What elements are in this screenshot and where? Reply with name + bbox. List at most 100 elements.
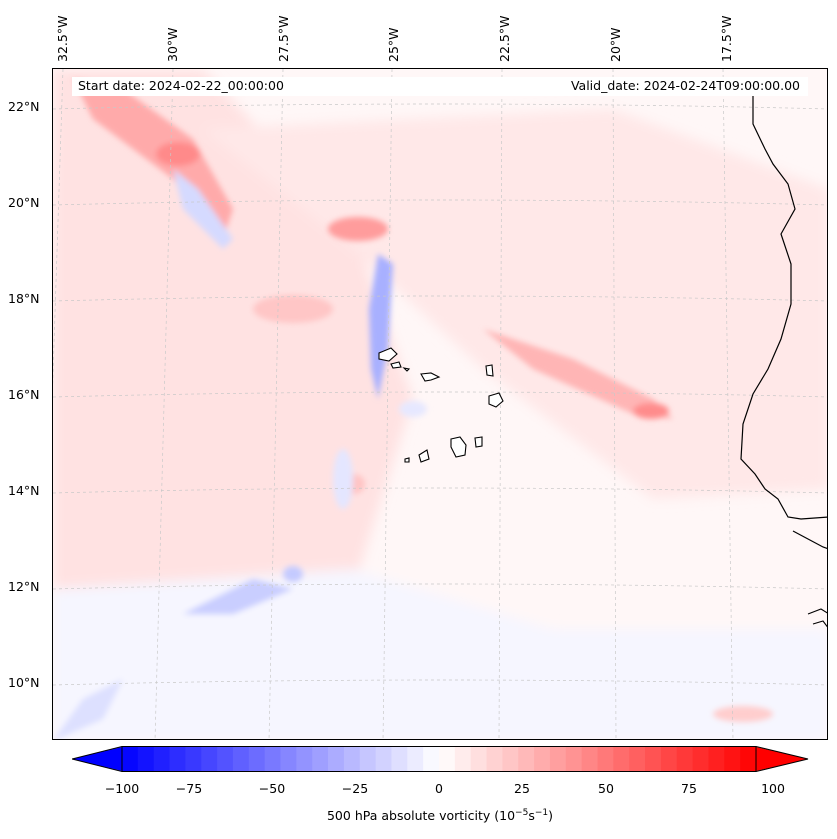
colorbar-cell xyxy=(407,747,424,771)
colorbar-cell xyxy=(439,747,456,771)
positive-vorticity-band xyxy=(483,329,673,419)
african-coastline xyxy=(740,89,827,520)
negative-vorticity-band xyxy=(173,169,233,249)
valid-date-label: Valid_date: 2024-02-24T09:00:00.00 xyxy=(570,78,800,93)
island-fogo xyxy=(418,449,430,463)
colorbar-cell xyxy=(312,747,329,771)
positive-vorticity-max xyxy=(328,217,388,241)
positive-vorticity-max xyxy=(156,142,200,166)
colorbar-tick-label: −75 xyxy=(175,781,203,796)
colorbar-label-close: ) xyxy=(548,808,553,824)
colorbar-cell xyxy=(676,747,694,771)
negative-vorticity-band xyxy=(399,401,427,417)
island-sao-nicolau xyxy=(420,372,441,382)
colorbar-cell xyxy=(343,747,361,771)
lon-tick-label: 27.5°W xyxy=(276,15,291,62)
bijagos-islands xyxy=(807,608,827,628)
island-boa-vista xyxy=(488,392,504,408)
colorbar-tick-label: 100 xyxy=(761,781,785,796)
colorbar-cell xyxy=(248,747,266,771)
lat-tick-label: 16°N xyxy=(8,387,40,402)
positive-vorticity-band xyxy=(713,706,773,722)
colorbar-cell xyxy=(692,747,709,771)
lat-tick-label: 18°N xyxy=(8,291,40,306)
graticule-line xyxy=(498,69,503,739)
lon-tick-label: 22.5°W xyxy=(497,15,512,62)
lat-tick-label: 14°N xyxy=(8,483,40,498)
colorbar-cell xyxy=(518,747,535,771)
vorticity-field xyxy=(53,69,827,739)
colorbar-cell xyxy=(232,747,250,771)
colorbar-cell xyxy=(185,747,202,771)
colorbar-cell xyxy=(549,747,567,771)
lon-tick-label: 30°W xyxy=(165,27,180,62)
colorbar-cell xyxy=(423,747,440,771)
colorbar-cell xyxy=(724,747,741,771)
colorbar-cell xyxy=(534,747,551,771)
colorbar-tick-label: 75 xyxy=(681,781,697,796)
colorbar-cell xyxy=(169,747,186,771)
colorbar-cell xyxy=(391,747,408,771)
island-brava xyxy=(404,457,410,463)
colorbar-cell xyxy=(660,747,678,771)
negative-vorticity-max xyxy=(283,566,303,582)
colorbar-label-unit: s xyxy=(528,808,535,824)
colorbar-cell xyxy=(629,747,646,771)
lon-tick-label: 20°W xyxy=(608,27,623,62)
colorbar-extend-arrow xyxy=(72,746,123,772)
island-maio xyxy=(474,436,483,448)
colorbar-cell xyxy=(201,747,218,771)
negative-vorticity-band xyxy=(183,579,293,614)
colorbar-extend-arrow xyxy=(755,746,809,772)
negative-vorticity-band xyxy=(333,449,353,509)
colorbar-label-text: 500 hPa absolute vorticity (10 xyxy=(326,808,516,824)
negative-vorticity-band xyxy=(54,679,123,739)
lat-tick-label: 20°N xyxy=(8,195,40,210)
colorbar-label-exponent: −1 xyxy=(534,808,549,818)
colorbar-cell xyxy=(137,747,155,771)
colorbar-cell xyxy=(296,747,313,771)
start-date-label: Start date: 2024-02-22_00:00:00 xyxy=(78,78,284,93)
colorbar-cell xyxy=(502,747,519,771)
colorbar-cell xyxy=(565,747,583,771)
island-santa-luzia xyxy=(402,367,411,372)
graticule-line xyxy=(722,69,734,739)
positive-vorticity-max xyxy=(633,403,669,419)
colorbar-cell xyxy=(613,747,630,771)
positive-vorticity-region xyxy=(203,109,827,499)
negative-vorticity-band xyxy=(369,254,393,399)
colorbar-cell xyxy=(581,747,598,771)
date-info-bar: Start date: 2024-02-22_00:00:00 Valid_da… xyxy=(72,77,808,96)
colorbar-cell xyxy=(486,747,503,771)
colorbar-cell xyxy=(217,747,234,771)
graticule-line xyxy=(154,69,174,739)
colorbar-cell xyxy=(375,747,392,771)
colorbar-cell xyxy=(708,747,725,771)
colorbar-tick-label: −50 xyxy=(258,781,286,796)
island-sal xyxy=(485,364,494,377)
colorbar-tick-label: 0 xyxy=(435,781,443,796)
colorbar-tick-label: 50 xyxy=(598,781,614,796)
cabo-verde-islands xyxy=(378,347,504,463)
colorbar-cell xyxy=(645,747,662,771)
colorbar-cell xyxy=(454,747,472,771)
colorbar xyxy=(72,746,809,772)
colorbar-label-exponent: −5 xyxy=(515,808,529,818)
colorbar-cell xyxy=(280,747,297,771)
colorbar-cell xyxy=(359,747,377,771)
colorbar-cell xyxy=(122,747,139,771)
island-santo-antao xyxy=(378,347,398,362)
graticule-line xyxy=(382,69,393,739)
graticule-line xyxy=(268,69,284,739)
colorbar-max-extension xyxy=(756,747,808,771)
colorbar-cell xyxy=(264,747,281,771)
negative-vorticity-region xyxy=(53,569,827,739)
colorbar-tick-label: −25 xyxy=(341,781,369,796)
island-sao-vicente xyxy=(390,361,402,369)
graticule xyxy=(53,69,827,739)
map-area[interactable] xyxy=(52,68,828,740)
lon-tick-label: 25°W xyxy=(386,27,401,62)
colorbar-tick-label: 25 xyxy=(514,781,530,796)
colorbar-min-extension xyxy=(72,747,122,771)
african-coastline xyxy=(792,530,827,549)
